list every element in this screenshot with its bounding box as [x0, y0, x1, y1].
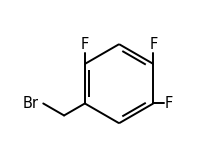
Text: F: F — [80, 37, 89, 52]
Text: F: F — [164, 96, 172, 111]
Text: F: F — [148, 37, 157, 52]
Text: Br: Br — [22, 96, 38, 111]
